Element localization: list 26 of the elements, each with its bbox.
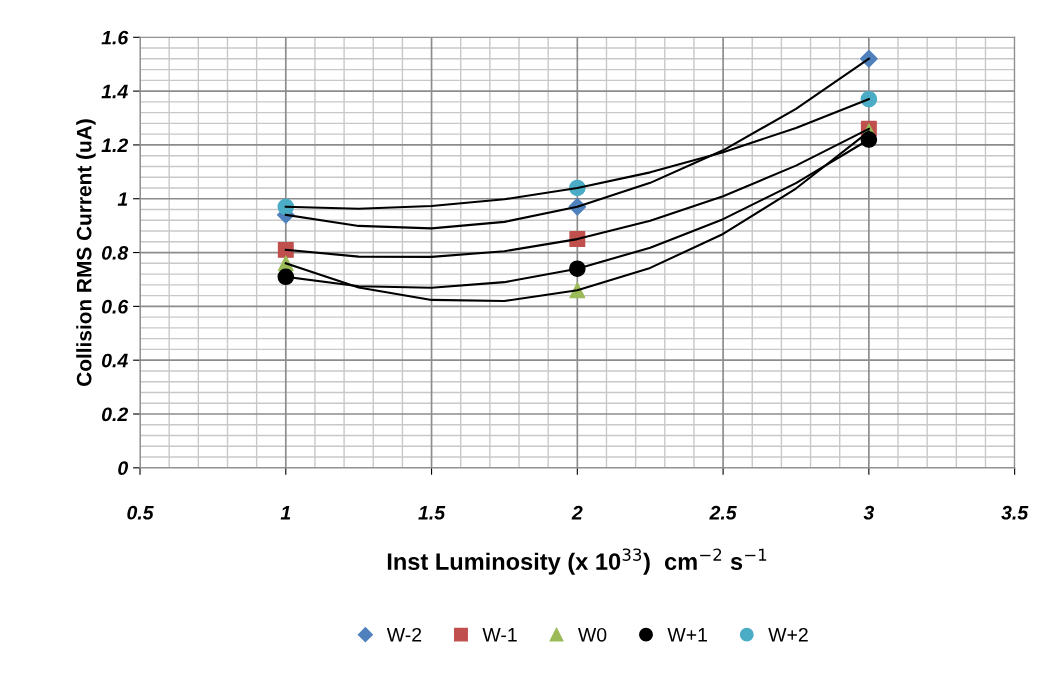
x-tick-label: 0.5 (127, 505, 154, 520)
y-tick-label: 1.6 (101, 30, 129, 45)
point (277, 268, 295, 286)
y-tick-label: 1.2 (101, 138, 129, 152)
legend-label: W+1 (667, 628, 707, 642)
x-tick-label: 3.5 (1001, 505, 1029, 520)
point (277, 241, 294, 258)
y-tick-label: 1 (117, 192, 128, 206)
y-tick-label: 0 (118, 461, 129, 476)
y-tick-label: 0.8 (102, 246, 129, 260)
legend-label: W0 (578, 627, 607, 642)
x-tick-label: 1 (280, 506, 291, 520)
x-tick-label: 2.5 (709, 505, 737, 520)
y-tick-label: 0.6 (102, 299, 129, 314)
y-tick-label: 0.2 (102, 407, 129, 422)
legend-label: W-1 (482, 628, 517, 642)
x-tick-label: 3 (863, 505, 875, 520)
y-axis-title: Collision RMS Current (uA) (76, 119, 96, 386)
y-tick-label: 1.4 (101, 84, 128, 99)
x-tick-label: 2 (571, 505, 583, 520)
legend-label: W+2 (768, 627, 808, 642)
point (860, 90, 878, 108)
x-axis-title: Inst Luminosity (x 10$^{33}$) cm$^{−2}$ s$^{−1}$ (387, 548, 767, 575)
legend-label: W-2 (386, 627, 422, 642)
x-tick-label: 1.5 (418, 506, 446, 520)
y-tick-label: 0.4 (102, 353, 128, 368)
